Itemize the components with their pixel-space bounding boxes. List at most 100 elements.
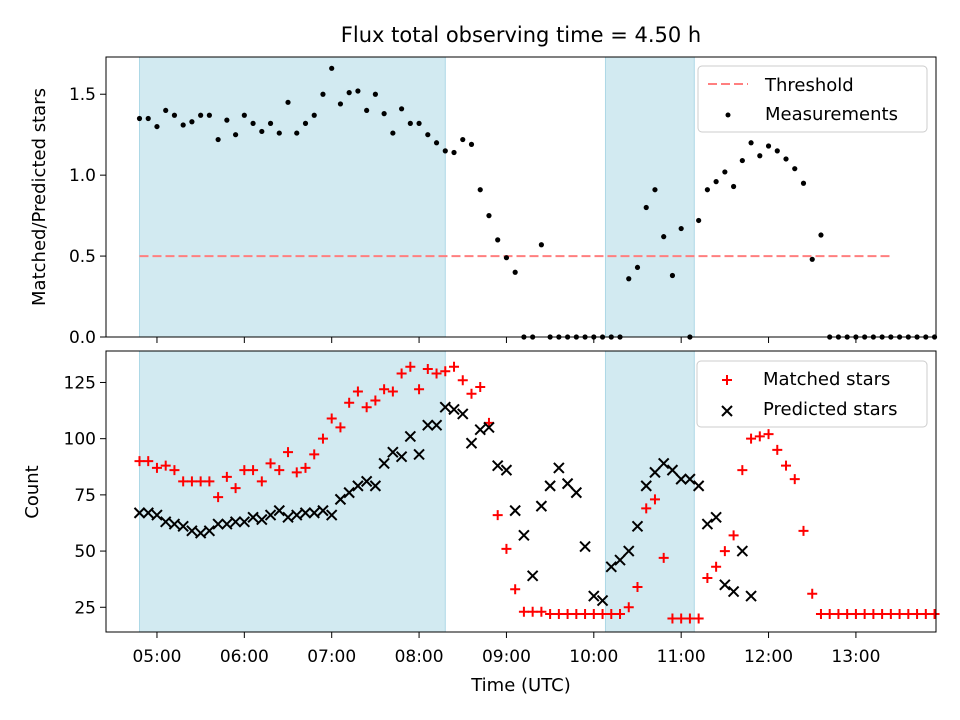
matched-star-point [615,609,626,620]
matched-star-point [518,606,529,617]
predicted-star-point [518,529,530,542]
matched-star-point [789,474,800,485]
measurement-point [425,132,431,138]
matched-star-point [798,525,809,536]
matched-star-point [920,609,931,620]
measurement-point [364,107,370,114]
matched-star-point [396,368,407,379]
y-tick-label: 50 [74,542,96,562]
matched-star-point [632,582,643,593]
measurement-point [276,130,282,136]
measurement-point [809,256,815,262]
matched-star-point [213,492,224,503]
matched-star-point [580,609,591,620]
predicted-star-point [561,477,574,490]
predicted-star-point [247,511,259,524]
x-tick-label: 10:00 [569,647,618,667]
measurement-point [460,136,466,143]
matched-star-point [405,361,416,372]
matched-star-point [658,552,669,563]
matched-star-point [571,609,582,620]
matched-star-point [414,384,425,395]
measurement-point [634,264,641,271]
predicted-star-point [360,475,373,488]
measurement-point [477,187,483,193]
x-tick-label: 09:00 [482,647,531,667]
matched-star-point [588,609,599,620]
y-tick-label: 125 [64,373,96,393]
x-tick-label: 08:00 [395,647,444,667]
bottom-legend: Matched stars Predicted stars [696,360,928,428]
matched-star-point [466,388,477,399]
predicted-star-point [666,464,679,476]
matched-star-point [527,606,538,617]
predicted-legend-label: Predicted stars [763,399,897,420]
matched-star-point [501,543,512,554]
bottom-shaded-intervals [138,351,695,632]
predicted-star-point [229,516,242,528]
measurement-point [696,217,702,224]
measurement-point [250,120,256,126]
predicted-star-point [369,480,382,492]
predicted-star-point [457,408,469,420]
measurement-point [407,120,413,126]
predicted-stars-points [133,401,757,607]
matched-star-point [186,476,197,487]
predicted-star-point [465,437,478,449]
matched-star-point [274,465,285,476]
measurement-point [302,120,309,126]
measurements-legend-label: Measurements [765,104,898,125]
matched-star-point [676,613,687,624]
top-panel: 0.0 0.5 1.0 1.5 Matched/Predicted stars Thr… [29,56,938,348]
x-tick-label: 06:00 [220,647,269,667]
predicted-star-point [623,545,635,557]
measurement-point [652,187,658,193]
predicted-star-point [221,518,233,530]
predicted-star-point [273,504,285,517]
measurement-point [792,166,798,172]
measurement-point [215,136,221,143]
matched-star-point [772,444,783,455]
predicted-star-point [491,459,504,472]
top-shaded-intervals [138,57,695,337]
matched-star-point [352,386,363,397]
matched-star-point [265,458,276,469]
matched-star-point [903,609,914,620]
matched-star-point [562,609,573,620]
matched-star-point [815,609,826,620]
matched-star-point [195,476,206,487]
measurement-point [730,183,737,190]
measurement-point [136,115,143,122]
measurement-point [748,140,754,146]
top-axes-frame [105,56,937,338]
predicted-star-point [159,516,172,528]
matched-star-point [667,613,678,624]
matched-star-point [754,431,765,442]
matched-star-point [344,397,355,408]
shaded-interval [139,351,446,632]
y-tick-label: 0.0 [69,328,96,348]
measurement-point [206,112,212,118]
predicted-star-point [308,507,320,519]
predicted-star-point [212,518,224,530]
predicted-star-point [684,473,696,485]
measurement-point [145,115,151,122]
y-tick-label: 0.5 [69,247,96,267]
top-x-ticks [156,337,857,343]
predicted-star-point [413,448,425,461]
measurement-point [198,112,204,118]
measurement-point [285,99,291,105]
y-tick-label: 75 [74,486,96,506]
bottom-y-axis-label: Count [22,465,43,518]
predicted-star-point [282,511,294,524]
matched-legend-symbol [722,375,732,385]
bottom-x-axis-label: Time (UTC) [470,675,571,696]
measurements-legend-marker [725,112,731,118]
x-tick-label: 05:00 [132,647,181,667]
matched-star-point [309,449,320,460]
measurement-point [189,119,195,125]
matched-star-point [449,361,460,372]
chart-title: Flux total observing time = 4.50 h [341,23,701,47]
matched-star-point [291,467,302,478]
